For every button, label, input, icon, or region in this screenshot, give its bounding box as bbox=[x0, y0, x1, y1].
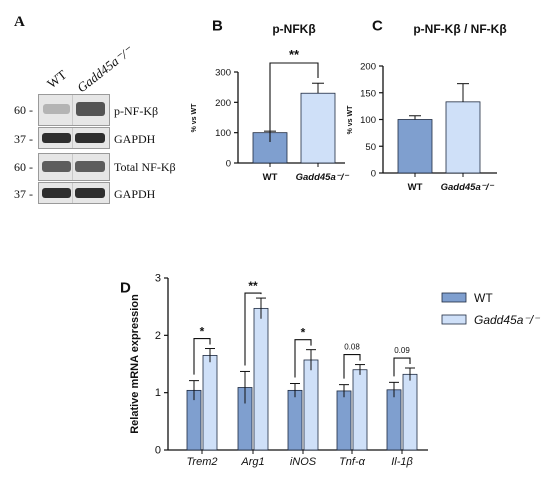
y-tick-label: 2 bbox=[155, 330, 161, 342]
y-tick-label: 100 bbox=[360, 115, 376, 126]
blot-total-nfkb bbox=[38, 153, 110, 181]
x-tick-label: WT bbox=[408, 182, 423, 193]
y-tick-label: 300 bbox=[215, 68, 231, 79]
y-axis-label: Relative mRNA expression bbox=[129, 294, 141, 434]
bar-Gadd45a bbox=[445, 101, 481, 174]
mw-marker: 37 - bbox=[14, 187, 33, 201]
y-axis-label: % vs WT bbox=[347, 105, 354, 135]
band-ko bbox=[75, 133, 105, 143]
bar-gadd45a bbox=[303, 359, 319, 451]
blot-gapdh-1 bbox=[38, 127, 110, 149]
chart-title: p-NFKβ bbox=[272, 22, 315, 36]
blot-p-nfkb bbox=[38, 94, 110, 126]
significance-label: * bbox=[200, 325, 205, 339]
significance-bracket bbox=[244, 292, 262, 366]
bar-gadd45a bbox=[202, 354, 218, 451]
y-tick-label: 0 bbox=[155, 445, 161, 457]
x-tick-label: Tnf-α bbox=[339, 456, 366, 468]
significance-label: 0.09 bbox=[394, 346, 410, 355]
band-wt bbox=[42, 188, 71, 198]
bar-wt bbox=[287, 389, 303, 451]
y-tick-label: 100 bbox=[215, 128, 231, 139]
y-tick-label: 50 bbox=[365, 142, 376, 153]
significance-label: 0.08 bbox=[344, 343, 360, 352]
significance-label: * bbox=[301, 326, 306, 340]
lane-divider bbox=[72, 183, 73, 203]
legend-swatch-wt bbox=[441, 292, 467, 303]
legend-label: WT bbox=[474, 291, 493, 305]
chart-title: p-NF-Kβ / NF-Kβ bbox=[413, 22, 506, 36]
x-tick-label: WT bbox=[263, 172, 278, 183]
x-tick-label: Gadd45a⁻/⁻ bbox=[441, 182, 495, 193]
x-tick-label: Gadd45a⁻/⁻ bbox=[296, 172, 350, 183]
x-tick-label: Il-1β bbox=[391, 456, 413, 468]
panel-a-letter: A bbox=[14, 14, 25, 30]
band-wt bbox=[42, 133, 71, 143]
panel-letter-b: B bbox=[212, 17, 223, 34]
significance-bracket bbox=[193, 337, 211, 375]
bar-wt bbox=[386, 389, 402, 451]
band-wt bbox=[43, 104, 70, 114]
band-ko bbox=[75, 161, 105, 172]
legend-swatch-gadd45a bbox=[441, 314, 467, 325]
bar-gadd45a bbox=[402, 373, 418, 451]
y-tick-label: 0 bbox=[226, 159, 231, 170]
blot-label: GAPDH bbox=[114, 132, 156, 146]
y-tick-label: 200 bbox=[360, 62, 376, 73]
y-tick-label: 150 bbox=[360, 88, 376, 99]
y-tick-label: 1 bbox=[155, 387, 161, 399]
x-tick-label: Trem2 bbox=[187, 456, 218, 468]
lane-divider bbox=[72, 154, 73, 180]
bar-WT bbox=[397, 119, 433, 174]
y-tick-label: 3 bbox=[155, 273, 161, 285]
lane-divider bbox=[72, 95, 73, 125]
blot-label: GAPDH bbox=[114, 187, 156, 201]
significance-bracket bbox=[393, 357, 411, 377]
bar-gadd45a bbox=[253, 307, 269, 451]
bar-wt bbox=[336, 390, 352, 451]
significance-bracket bbox=[343, 354, 361, 379]
legend-label: Gadd45a⁻/⁻ bbox=[474, 313, 541, 327]
band-ko bbox=[75, 188, 105, 198]
bar-Gadd45a bbox=[300, 92, 336, 164]
mw-marker: 60 - bbox=[14, 103, 33, 117]
significance-bracket bbox=[269, 62, 319, 142]
blot-gapdh-2 bbox=[38, 182, 110, 204]
blot-label: p-NF-Kβ bbox=[114, 104, 159, 118]
y-axis-label: % vs WT bbox=[191, 103, 198, 133]
bar-gadd45a bbox=[352, 369, 368, 451]
significance-label: ** bbox=[289, 47, 300, 62]
mw-marker: 60 - bbox=[14, 160, 33, 174]
significance-bracket bbox=[294, 339, 312, 378]
y-tick-label: 200 bbox=[215, 98, 231, 109]
mw-marker: 37 - bbox=[14, 132, 33, 146]
x-tick-label: iNOS bbox=[290, 456, 317, 468]
lane-divider bbox=[72, 128, 73, 148]
panel-letter-c: C bbox=[372, 17, 383, 34]
blot-label: Total NF-Kβ bbox=[114, 160, 176, 174]
panel-letter-d: D bbox=[120, 279, 131, 296]
band-wt bbox=[42, 161, 71, 172]
y-tick-label: 0 bbox=[371, 169, 376, 180]
band-ko bbox=[76, 102, 105, 116]
significance-label: ** bbox=[248, 279, 258, 293]
x-tick-label: Arg1 bbox=[240, 456, 264, 468]
